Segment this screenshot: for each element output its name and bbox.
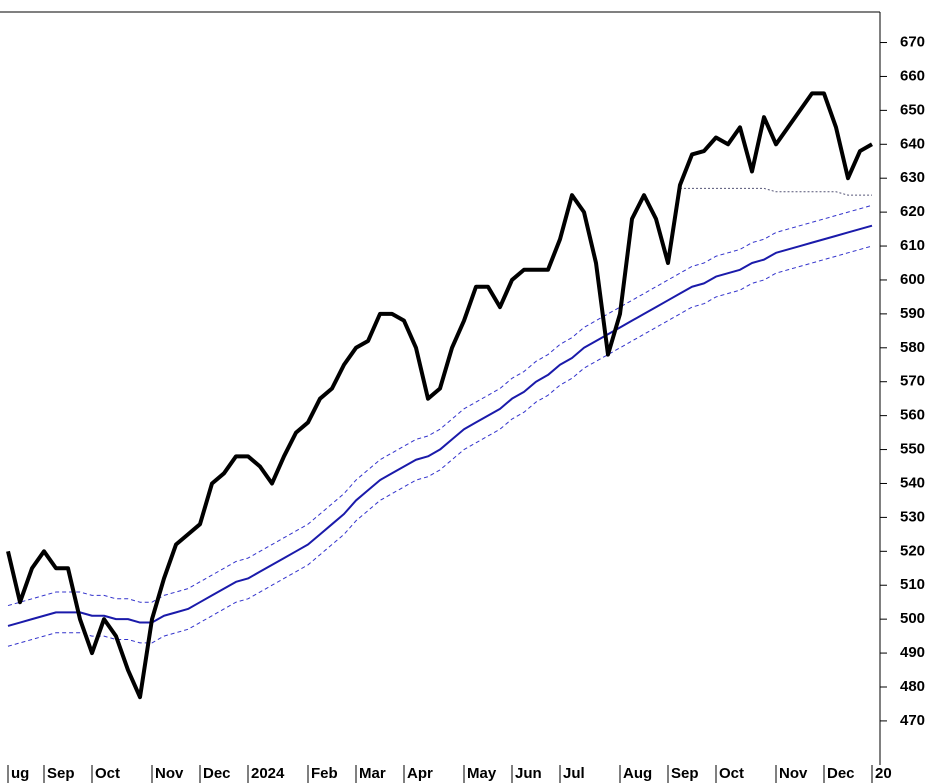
y-tick-label: 510 [900,576,925,593]
x-tick-label: Nov [155,765,184,782]
y-tick-label: 540 [900,474,925,491]
y-tick-label: 570 [900,373,925,390]
series-line [7,204,873,607]
x-tick-label: 20 [875,765,892,782]
x-tick-label: Dec [203,765,231,782]
x-tick-label: Sep [47,765,75,782]
series-line [680,187,872,196]
x-tick-label: Apr [407,765,433,782]
y-tick-label: 590 [900,305,925,322]
x-tick-label: Jun [515,765,542,782]
series-line [6,91,873,700]
y-tick-label: 670 [900,33,925,50]
y-tick-label: 580 [900,339,925,356]
x-tick-label: 2024 [251,765,285,782]
y-tick-label: 490 [900,644,925,661]
x-tick-label: Oct [95,765,120,782]
x-tick-label: ug [11,765,29,782]
x-tick-label: May [467,765,497,782]
series-line [7,224,873,627]
y-tick-label: 500 [900,610,925,627]
y-tick-label: 530 [900,508,925,525]
y-tick-label: 560 [900,407,925,424]
y-tick-label: 610 [900,237,925,254]
x-tick-label: Mar [359,765,386,782]
y-tick-label: 650 [900,101,925,118]
x-tick-label: Dec [827,765,855,782]
series-line [7,245,873,647]
x-tick-label: Nov [779,765,808,782]
y-tick-label: 600 [900,271,925,288]
x-tick-label: Sep [671,765,699,782]
x-tick-label: Oct [719,765,744,782]
y-tick-label: 550 [900,441,925,458]
x-tick-label: Jul [563,765,585,782]
y-tick-label: 480 [900,678,925,695]
x-tick-label: Aug [623,765,652,782]
y-tick-label: 520 [900,542,925,559]
x-tick-label: Feb [311,765,338,782]
y-tick-label: 630 [900,169,925,186]
y-tick-label: 620 [900,203,925,220]
y-tick-label: 660 [900,67,925,84]
y-tick-label: 470 [900,712,925,729]
y-tick-label: 640 [900,135,925,152]
